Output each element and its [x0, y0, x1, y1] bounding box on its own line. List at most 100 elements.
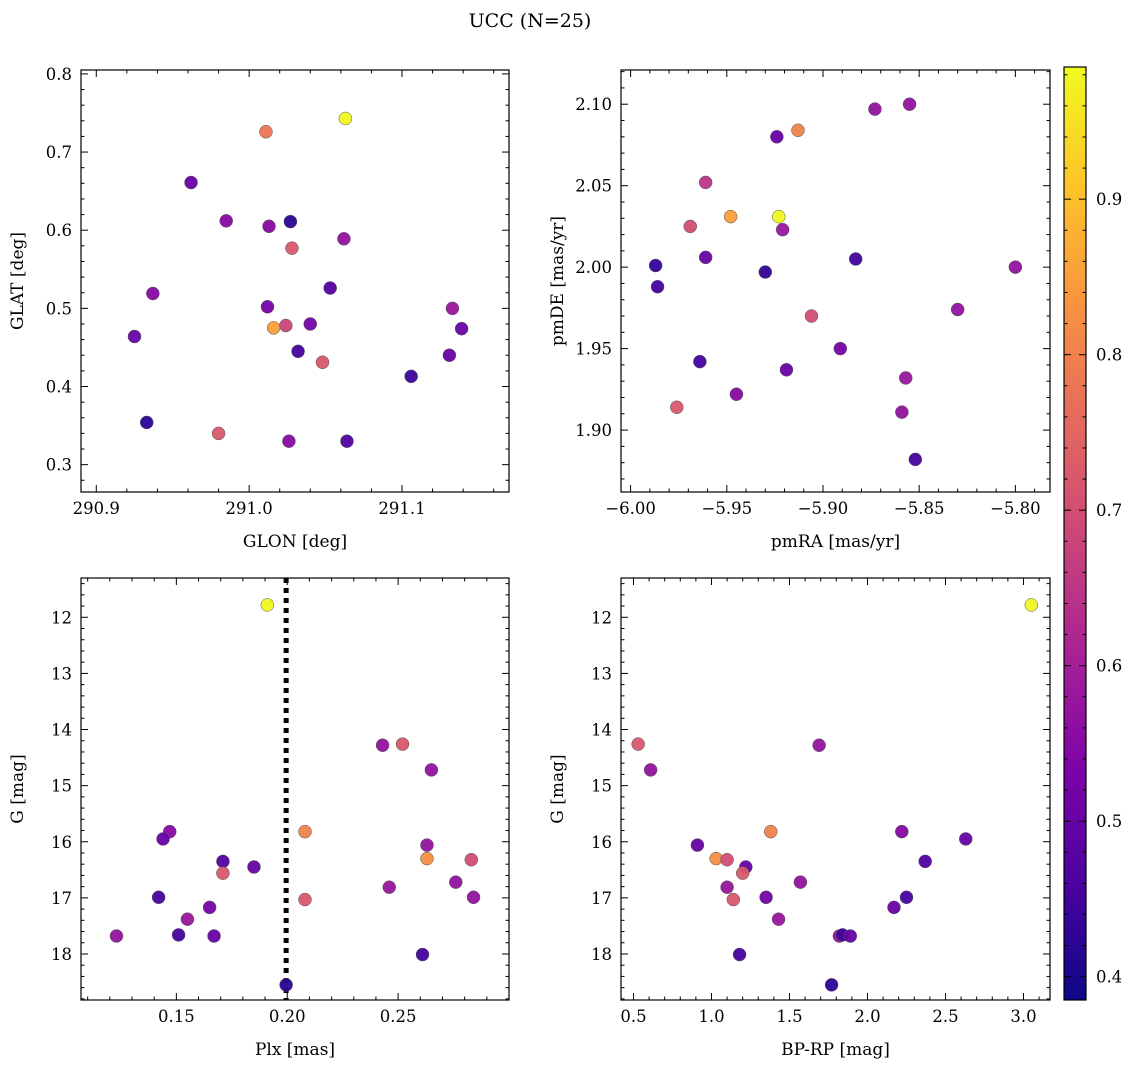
y-tick-label: 1.95 — [575, 340, 612, 359]
ticks — [621, 578, 1050, 1000]
y-tick-label: 12 — [51, 608, 72, 627]
x-tick-label: 1.5 — [776, 1007, 802, 1026]
scatter-point — [683, 219, 698, 234]
scatter-point — [337, 232, 351, 246]
y-tick-label: 15 — [51, 777, 72, 796]
scatter-point — [171, 928, 186, 942]
scatter-point — [771, 209, 786, 224]
scatter-point — [670, 400, 684, 415]
points — [109, 598, 481, 992]
y-tick-label: 13 — [591, 664, 612, 683]
scatter-point — [764, 824, 778, 839]
scatter-point — [285, 241, 299, 255]
x-tick-label: −5.80 — [990, 499, 1041, 518]
ticks — [81, 578, 510, 1000]
scatter-point — [918, 854, 932, 869]
scatter-point — [266, 321, 281, 335]
scatter-point — [338, 111, 353, 126]
ticks — [81, 70, 509, 492]
scatter-point — [899, 890, 914, 905]
x-tick-label: 291.0 — [226, 499, 273, 518]
scatter-point — [279, 318, 293, 333]
scatter-point — [262, 219, 276, 234]
scatter-point — [127, 329, 142, 344]
x-tick-label: 0.15 — [158, 1007, 195, 1026]
scatter-point — [247, 860, 261, 874]
scatter-point — [219, 214, 233, 228]
x-tick-label: 0.25 — [380, 1007, 417, 1026]
scatter-point — [729, 387, 744, 401]
scatter-point — [420, 851, 434, 866]
ticks — [621, 70, 1050, 492]
scatter-panels: 290.9 291.0 291.1 0.3 0.4 0.5 0.6 0.7 0.8 GLON [d… — [8, 65, 1051, 1060]
scatter-point — [643, 763, 658, 777]
y-tick-label: 1.90 — [575, 421, 612, 440]
scatter-point — [375, 738, 390, 752]
scatter-point — [445, 301, 460, 316]
scatter-point — [650, 279, 665, 294]
scatter-point — [775, 222, 790, 237]
scatter-point — [950, 302, 965, 317]
scatter-point — [895, 405, 909, 419]
colorbar-gradient — [1063, 66, 1087, 1001]
scatter-point — [454, 321, 469, 336]
scatter-point — [732, 947, 747, 962]
axes-frame — [620, 577, 1051, 1001]
scatter-point — [156, 832, 170, 846]
scatter-point — [758, 265, 773, 279]
x-tick-label: 0.20 — [269, 1007, 306, 1026]
x-axis-label: GLON [deg] — [243, 532, 347, 552]
scatter-point — [895, 824, 909, 839]
scatter-point — [726, 892, 741, 907]
y-tick-label: 12 — [591, 608, 612, 627]
y-tick-label: 16 — [591, 833, 612, 852]
scatter-point — [315, 355, 330, 370]
scatter-point — [260, 300, 275, 314]
scatter-point — [824, 978, 839, 992]
y-tick-label: 18 — [51, 945, 72, 964]
panel-plx-g: 0.15 0.20 0.25 12 13 14 15 16 17 18 Plx [mas] G [ma… — [8, 577, 510, 1060]
colorbar-tick-label: 0.8 — [1096, 346, 1122, 365]
y-tick-label: 0.5 — [46, 299, 72, 318]
x-tick-label: 1.0 — [698, 1007, 724, 1026]
points — [631, 598, 1039, 992]
scatter-point — [833, 341, 848, 356]
scatter-point — [298, 824, 312, 839]
x-tick-label: 0.5 — [620, 1007, 646, 1026]
scatter-point — [698, 250, 713, 265]
y-tick-label: 0.3 — [46, 456, 72, 475]
scatter-point — [291, 344, 305, 359]
figure-title: UCC (N=25) — [469, 10, 592, 32]
x-axis-label: pmRA [mas/yr] — [771, 532, 900, 552]
colorbar-tick-label: 0.4 — [1096, 968, 1122, 987]
y-axis-label: pmDE [mas/yr] — [548, 216, 568, 346]
scatter-point — [793, 875, 808, 889]
scatter-point — [812, 738, 826, 752]
axes-frame — [620, 69, 1051, 493]
y-tick-label: 2.10 — [575, 95, 612, 114]
scatter-point — [259, 124, 273, 139]
scatter-point — [1024, 598, 1039, 612]
scatter-point — [848, 252, 863, 266]
y-tick-label: 16 — [51, 833, 72, 852]
x-tick-label: 290.9 — [73, 499, 120, 518]
scatter-point — [648, 258, 663, 273]
scatter-point — [779, 363, 794, 377]
panel-bprp-g: 0.5 1.0 1.5 2.0 2.5 3.0 12 13 14 15 16 17 18 BP-RP [m… — [548, 577, 1051, 1060]
scatter-point — [382, 880, 396, 894]
y-axis-label: G [mag] — [548, 754, 568, 823]
scatter-point — [420, 838, 434, 852]
scatter-point — [693, 354, 707, 369]
colorbar-tick-label: 0.9 — [1096, 190, 1122, 209]
y-tick-label: 0.6 — [46, 221, 72, 240]
scatter-point — [442, 348, 457, 362]
scatter-point — [109, 929, 124, 943]
points — [648, 97, 1023, 467]
scatter-point — [735, 866, 750, 880]
scatter-point — [902, 97, 917, 111]
scatter-point — [216, 866, 230, 880]
scatter-point — [690, 838, 705, 852]
scatter-point — [180, 912, 195, 926]
x-tick-label: 2.5 — [932, 1007, 958, 1026]
y-tick-label: 14 — [51, 721, 72, 740]
